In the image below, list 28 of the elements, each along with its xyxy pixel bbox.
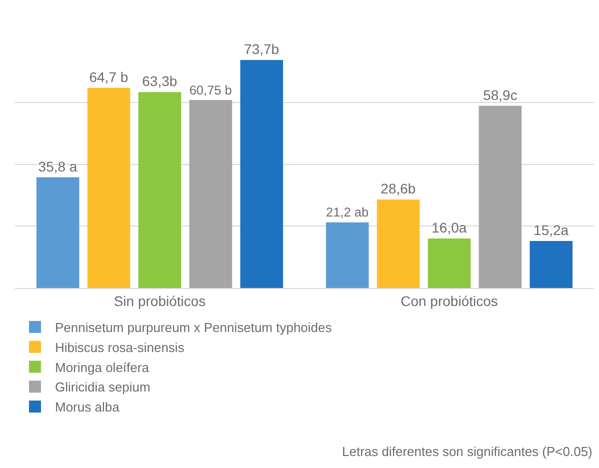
data-label: 73,7b — [244, 41, 280, 57]
bar — [240, 60, 284, 288]
legend-label: Pennisetum purpureum x Pennisetum typhoides — [55, 320, 332, 336]
data-label: 16,0a — [432, 220, 467, 236]
legend-label: Hibiscus rosa-sinensis — [55, 340, 185, 355]
bar — [189, 100, 232, 288]
data-label: 15,2a — [534, 222, 569, 238]
x-tick-label: Con probióticos — [400, 292, 498, 309]
bar — [530, 240, 573, 288]
data-label: 28,6b — [380, 180, 416, 197]
data-label: 35,8 a — [38, 158, 78, 174]
data-label: 21,2 ab — [326, 204, 369, 220]
bar — [138, 92, 182, 288]
bar — [376, 200, 420, 288]
bar — [87, 88, 130, 288]
legend-label: Gliricidia sepium — [55, 380, 150, 395]
bar — [36, 177, 80, 288]
data-label: 63,3b — [142, 73, 178, 90]
legend-label: Moringa oleífera — [55, 360, 150, 375]
bar — [428, 238, 471, 288]
x-tick-label: Sin probióticos — [114, 292, 206, 309]
data-label: 58,9c — [483, 86, 518, 103]
text: Letras diferentes son significantes (P<0.05) — [342, 444, 592, 459]
data-label: 64,7 b — [89, 68, 128, 85]
bar — [478, 106, 522, 288]
bar — [326, 222, 369, 288]
legend-label: Morus alba — [55, 400, 120, 415]
data-label: 60,75 b — [189, 82, 232, 98]
